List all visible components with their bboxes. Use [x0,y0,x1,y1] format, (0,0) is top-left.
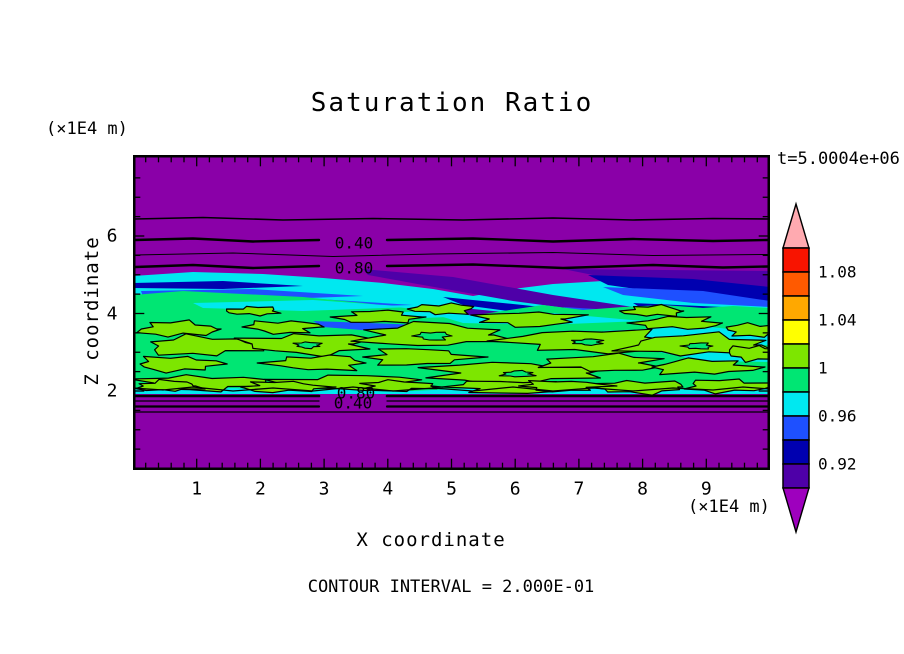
x-tick-label-4: 4 [382,478,394,500]
contour-interval-label: CONTOUR INTERVAL = 2.000E-01 [307,577,595,597]
x-tick-label-2: 2 [254,478,266,500]
x-tick-label-3: 3 [318,478,330,500]
colorbar-tick-label-1.04: 1.04 [818,310,857,330]
x-tick-label-8: 8 [637,478,649,500]
x-axis-title: X coordinate [356,529,506,551]
axis-ticks [135,157,768,468]
y-tick-label-2: 2 [106,380,118,402]
x-tick-label-1: 1 [191,478,203,500]
chartreuse-blobs [133,302,770,396]
y-axis-title: Z coordinate [81,236,103,386]
x-axis-units-label: (×1E4 m) [688,497,770,517]
upper-line-contours [133,216,770,270]
band-bottom-contour [133,386,770,392]
contour-label-040-lower: 0.40 [333,393,373,413]
y-tick-label-6: 6 [106,225,118,247]
contour-label-040-upper: 0.40 [334,233,374,253]
x-tick-label-7: 7 [573,478,585,500]
chart-title: Saturation Ratio [310,88,594,118]
colorbar-tick-label-0.96: 0.96 [818,406,857,426]
x-tick-label-9: 9 [700,478,712,500]
colorbar [782,201,810,535]
lower-line-contours [133,394,770,413]
y-tick-label-4: 4 [106,303,118,324]
y-axis-units-label: (×1E4 m) [46,119,128,139]
time-annotation: t=5.0004e+06 [777,149,900,169]
contour-label-080-lower: 0.80 [336,383,376,403]
contour-label-080-upper: 0.80 [334,258,374,278]
x-tick-label-6: 6 [509,478,521,500]
colorbar-tick-label-1: 1 [818,358,828,378]
colorbar-tick-label-0.92: 0.92 [818,454,857,474]
plot-frame [133,155,770,470]
colorbar-tick-label-1.08: 1.08 [818,262,857,282]
x-tick-label-5: 5 [446,478,457,500]
contour-plot-area [133,155,770,470]
